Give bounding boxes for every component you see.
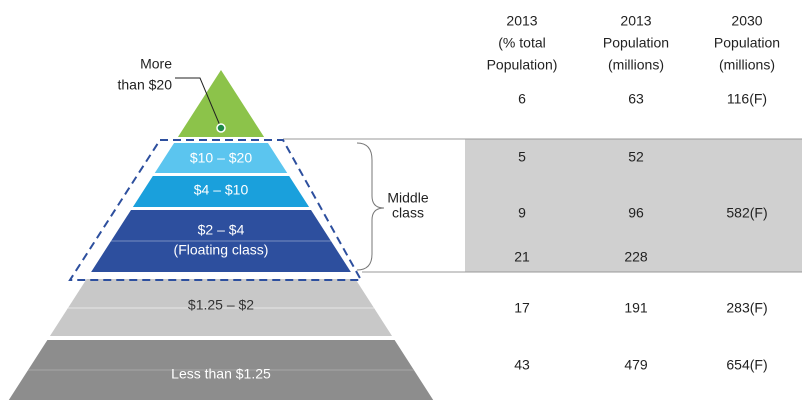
table-cell: 228 (624, 249, 648, 265)
column-header: (millions) (719, 57, 775, 73)
table-cell: 96 (628, 205, 644, 221)
table-cell: 43 (514, 357, 530, 373)
pyramid-layer (177, 70, 265, 137)
layer-label: (Floating class) (174, 242, 269, 258)
table-cell: 116(F) (727, 91, 767, 107)
column-header: (% total (498, 35, 545, 51)
column-header: 2013 (506, 13, 537, 29)
layer-label: than $20 (118, 77, 173, 93)
column-header: Population) (487, 57, 558, 73)
pyramid-layer (132, 176, 310, 207)
middle-outline (68, 139, 363, 281)
table-cell: 17 (514, 300, 530, 316)
table-cell: 479 (624, 357, 648, 373)
leader-dot (216, 123, 226, 133)
column-header: Population (714, 35, 780, 51)
table-cell: 21 (514, 249, 530, 265)
pyramid-layer (91, 210, 351, 272)
table-cell: 283(F) (726, 300, 767, 316)
table-cell: 63 (628, 91, 644, 107)
table-cell: 191 (624, 300, 648, 316)
group-label: class (392, 205, 424, 221)
brace (356, 142, 385, 271)
column-header: Population (603, 35, 669, 51)
table-cell: 5 (518, 149, 526, 165)
table-cell: 654(F) (726, 357, 767, 373)
leader-line (175, 77, 222, 129)
pyramid-layer (154, 143, 288, 173)
layer-label: $10 – $20 (190, 150, 252, 166)
table-cell: 582(F) (726, 205, 767, 221)
table-cell: 9 (518, 205, 526, 221)
middle-band (465, 139, 802, 272)
table-cell: 52 (628, 149, 644, 165)
column-header: 2013 (620, 13, 651, 29)
layer-label: Less than $1.25 (171, 366, 271, 382)
table-cell: 6 (518, 91, 526, 107)
layer-label: $2 – $4 (198, 222, 245, 238)
layer-label: $4 – $10 (194, 182, 249, 198)
layer-label: More (140, 56, 172, 72)
layer-label: $1.25 – $2 (188, 297, 254, 313)
column-header: (millions) (608, 57, 664, 73)
column-header: 2030 (731, 13, 762, 29)
group-label: Middle (387, 190, 428, 206)
